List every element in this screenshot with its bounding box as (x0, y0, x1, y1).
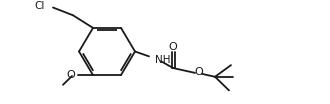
Text: O: O (66, 70, 75, 80)
Text: NH: NH (155, 55, 171, 65)
Text: O: O (169, 42, 178, 52)
Text: Cl: Cl (35, 1, 45, 11)
Text: O: O (195, 67, 203, 77)
